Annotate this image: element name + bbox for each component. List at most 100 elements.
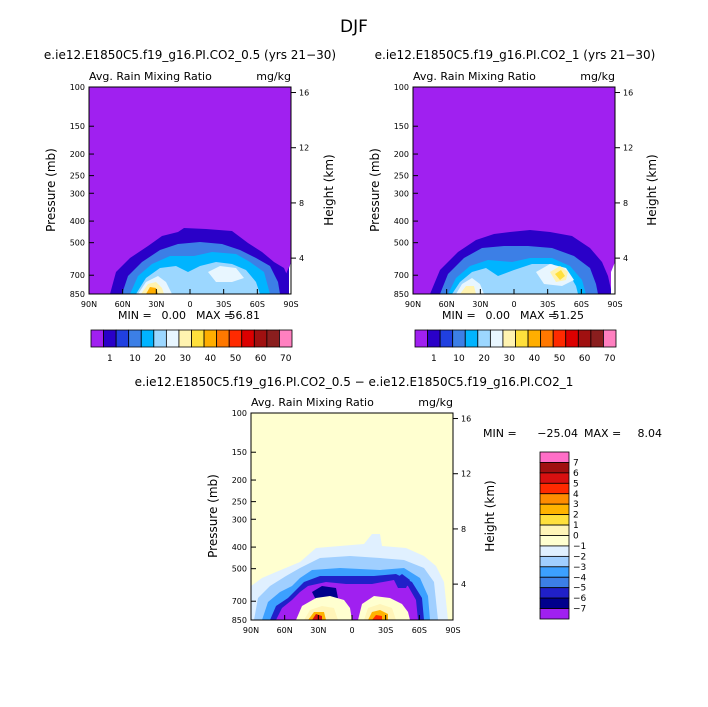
panel-1-colorbar-label: 40 (205, 354, 217, 364)
panel-2-colorbar-box (477, 329, 491, 348)
panel-3-y2-tick-label: 12 (461, 470, 471, 479)
panel-1-min-value: 0.00 (162, 309, 187, 322)
panel-3-x-tick-label: 60N (277, 626, 293, 635)
panel-1-colorbar-label: 20 (154, 354, 166, 364)
panel-3-colorbar-label: 7 (573, 458, 579, 468)
panel-3-y2-tick-label: 16 (461, 415, 471, 424)
panel-2-y-tick-label: 400 (394, 217, 409, 226)
panel-3-y-tick-label: 850 (232, 616, 247, 625)
panel-3-contour-15 (372, 615, 382, 620)
panel-1-contour-7 (146, 287, 158, 294)
panel-1-axes: 90N 60N 30N 0 30S 60S 90S 100 150 200 250 300 400 500… (70, 83, 309, 309)
panel-3-min-label: MIN = (483, 427, 517, 440)
panel-3-y-tick-label: 250 (232, 498, 247, 507)
panel-2-min-value: 0.00 (486, 309, 511, 322)
panel-1-colorbar-box (191, 329, 205, 348)
panel-2-y-tick-label: 150 (394, 122, 409, 131)
panel-3-min-value: −25.04 (537, 427, 578, 440)
panel-1-x-tick-label: 60S (250, 300, 265, 309)
panel-2-contour-6 (460, 286, 476, 294)
panel-2-colorbar-label: 1 (431, 354, 437, 364)
panel-3-colorbar-box (539, 514, 570, 526)
panel-1-contour-8 (208, 266, 244, 282)
panel-1-colorbar-box (266, 329, 280, 348)
panel-1-colorbar-box (140, 329, 155, 348)
panel-2-colorbar-box (464, 329, 479, 348)
panel-3-colorbar-box (539, 555, 570, 568)
panel-3-x-tick-label: 30N (310, 626, 326, 635)
panel-1-colorbar-box (253, 329, 268, 348)
panel-3-x-tick-label: 90S (445, 626, 460, 635)
page-title: DJF (340, 17, 368, 37)
panel-2-y-tick-label: 250 (394, 172, 409, 181)
panel-1-y-tick-label: 200 (70, 150, 85, 159)
panel-3-x-tick-label: 0 (349, 626, 354, 635)
panel-1-colorbar-box (216, 329, 230, 348)
panel-2-y-tick-label: 100 (394, 83, 409, 92)
panel-2-x-tick-label: 30S (540, 300, 555, 309)
panel-2-colorbar-label: 30 (503, 354, 515, 364)
panel-3-contour-7 (394, 574, 410, 588)
panel-2-colorbar-label: 10 (453, 354, 465, 364)
panel-2-title: e.ie12.E1850C5.f19_g16.PI.CO2_1 (yrs 21−… (375, 48, 656, 62)
panel-3-subtitle: Avg. Rain Mixing Ratio (251, 396, 374, 409)
panel-2-y-tick-label: 500 (394, 239, 409, 248)
panel-3: e.ie12.E1850C5.f19_g16.PI.CO2_0.5 − e.ie… (135, 375, 662, 635)
panel-1-colorbar-box (115, 329, 130, 348)
panel-2-x-tick-label: 60N (439, 300, 455, 309)
panel-2-y-tick-label: 300 (394, 189, 409, 198)
panel-2-colorbar-label: 50 (554, 354, 566, 364)
panel-1-x-tick-label: 90S (283, 300, 298, 309)
panel-2-x-tick-label: 90N (405, 300, 421, 309)
panel-3-colorbar-label: −1 (573, 542, 586, 552)
panel-1-subtitle: Avg. Rain Mixing Ratio (89, 70, 212, 83)
panel-1-colorbar-box (279, 329, 293, 348)
panel-2-y-tick-label: 700 (394, 271, 409, 280)
panel-3-y2-tick-label: 4 (461, 580, 466, 589)
panel-3-colorbar-box (539, 493, 570, 505)
panel-1-colorbar-box (128, 329, 142, 348)
panel-2-y2-tick-label: 12 (623, 144, 633, 153)
panel-3-colorbar-label: 3 (573, 500, 579, 510)
panel-1-y-tick-label: 150 (70, 122, 85, 131)
panel-2-x-tick-label: 0 (511, 300, 516, 309)
panel-3-colorbar-box (539, 451, 570, 463)
panel-2-colorbar-label: 40 (529, 354, 541, 364)
panel-3-y-tick-label: 300 (232, 515, 247, 524)
panel-3-x-tick-label: 90N (243, 626, 259, 635)
panel-3-colorbar-box (539, 597, 570, 609)
panel-1-x-tick-label: 90N (81, 300, 97, 309)
panel-3-max-label: MAX = (584, 427, 621, 440)
panel-1-min-label: MIN = (118, 309, 152, 322)
panel-1-y-tick-label: 500 (70, 239, 85, 248)
panel-3-colorbar-label: −7 (573, 605, 586, 615)
panel-1-y2-tick-label: 16 (299, 89, 309, 98)
panel-2-colorbar-box (603, 329, 617, 348)
panel-3-x-tick-label: 60S (412, 626, 427, 635)
panel-2-ylabel: Pressure (mb) (368, 148, 382, 232)
panel-2-colorbar-box (565, 329, 579, 348)
panel-1-y-tick-label: 400 (70, 217, 85, 226)
panel-1-colorbar-label: 50 (230, 354, 242, 364)
panel-1-colorbar-box (203, 329, 218, 348)
panel-3-colorbar-label: 4 (573, 490, 579, 500)
panel-2-max-label: MAX = (520, 309, 557, 322)
panel-1-y-tick-label: 700 (70, 271, 85, 280)
panel-1-colorbar-box (153, 329, 167, 348)
panel-3-colorbar-label: −5 (573, 584, 586, 594)
panel-1-colorbar-label: 1 (107, 354, 113, 364)
panel-3-colorbar-label: −3 (573, 563, 586, 573)
panel-1-colorbar-label: 30 (179, 354, 191, 364)
panel-3-colorbar-label: 2 (573, 511, 579, 521)
panel-3-colorbar-label: 1 (573, 521, 579, 531)
panel-2-colorbar-box (590, 329, 604, 348)
panel-3-colorbar-label: 6 (573, 469, 579, 479)
panel-3-y2-tick-label: 8 (461, 525, 466, 534)
panel-3-colorbar-box (539, 503, 570, 516)
panel-3-colorbar-box (539, 472, 570, 484)
panel-2-subtitle: Avg. Rain Mixing Ratio (413, 70, 536, 83)
panel-2-colorbar-box (452, 329, 466, 348)
panel-1-x-tick-label: 30N (148, 300, 164, 309)
